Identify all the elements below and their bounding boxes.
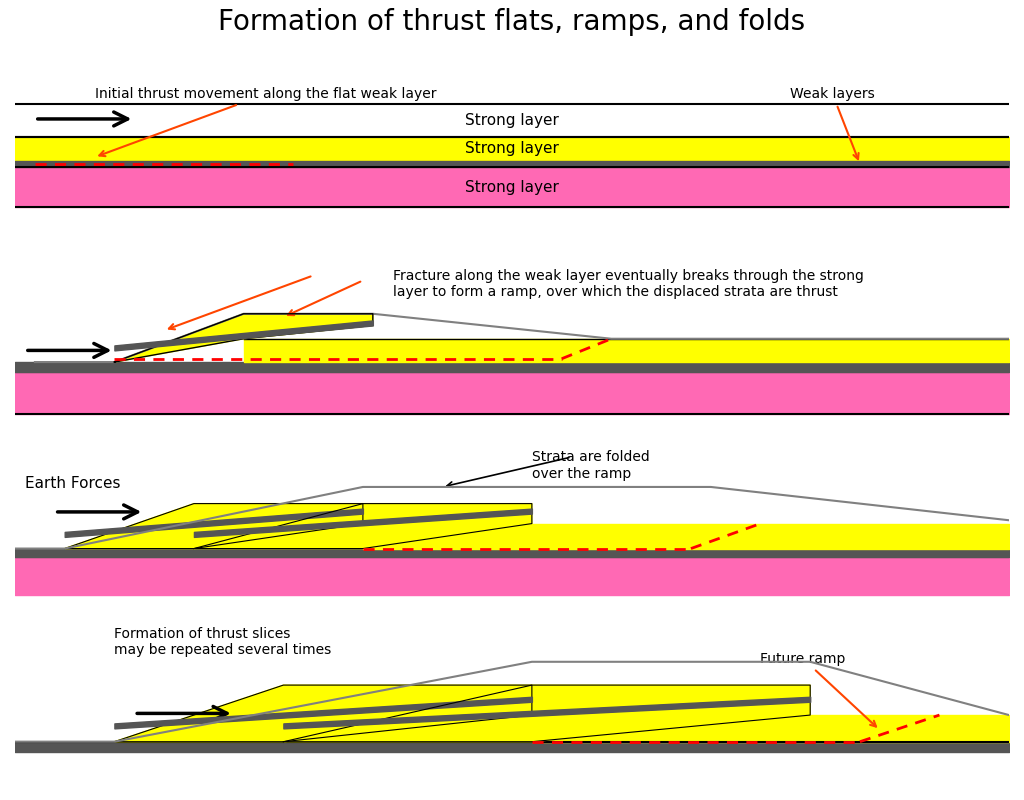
Polygon shape	[115, 685, 531, 742]
Polygon shape	[194, 504, 531, 549]
Text: Earth Forces: Earth Forces	[25, 476, 121, 491]
Polygon shape	[284, 685, 810, 742]
Text: Weak layers: Weak layers	[791, 87, 876, 159]
Text: Future ramp: Future ramp	[761, 652, 877, 726]
Text: Fracture along the weak layer eventually breaks through the strong
layer to form: Fracture along the weak layer eventually…	[393, 269, 863, 299]
Text: Strata are folded
over the ramp: Strata are folded over the ramp	[531, 450, 649, 481]
Text: Formation of thrust flats, ramps, and folds: Formation of thrust flats, ramps, and fo…	[218, 8, 806, 36]
Polygon shape	[65, 504, 362, 549]
Text: Strong layer: Strong layer	[465, 142, 559, 157]
Text: Strong layer: Strong layer	[465, 113, 559, 128]
Polygon shape	[115, 314, 373, 362]
Text: Formation of thrust slices
may be repeated several times: Formation of thrust slices may be repeat…	[115, 627, 332, 657]
Text: Strong layer: Strong layer	[465, 180, 559, 194]
Text: Initial thrust movement along the flat weak layer: Initial thrust movement along the flat w…	[94, 87, 436, 156]
